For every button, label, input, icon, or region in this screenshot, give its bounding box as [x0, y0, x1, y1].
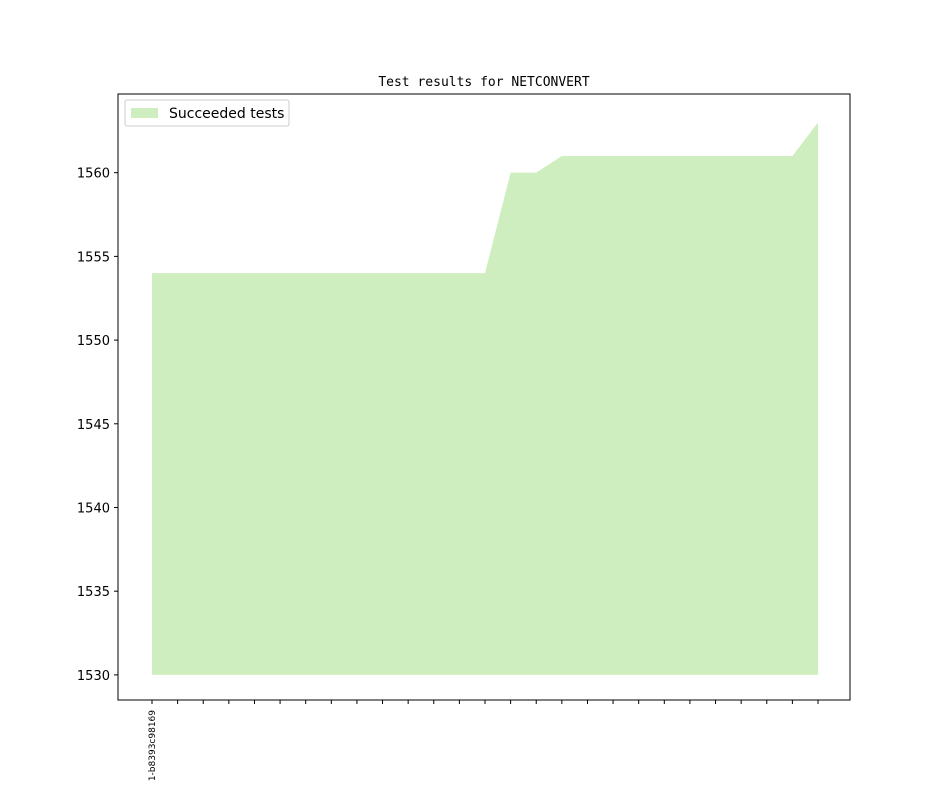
legend: Succeeded tests [124, 99, 290, 127]
chart-title: Test results for NETCONVERT [378, 75, 589, 90]
y-tick-label: 1545 [77, 418, 110, 433]
series-area-succeeded-tests [152, 122, 818, 675]
y-tick-label: 1530 [77, 669, 110, 684]
axes-frame [117, 93, 851, 701]
legend-label: Succeeded tests [169, 106, 284, 122]
legend-swatch [131, 108, 158, 118]
y-tick-label: 1540 [77, 501, 110, 516]
legend-box [124, 99, 290, 127]
y-axis: 1530 1535 1540 1545 1550 1555 1560 [77, 167, 118, 684]
x-tick-label: 1-b8393c98169 [148, 710, 158, 781]
area-layer [152, 122, 818, 675]
y-tick-label: 1535 [77, 585, 110, 600]
y-tick-label: 1550 [77, 334, 110, 349]
plot-area [117, 93, 851, 701]
y-tick-label: 1555 [77, 250, 110, 265]
x-axis: 1-b8393c98169 [148, 700, 819, 781]
y-tick-label: 1560 [77, 167, 110, 182]
